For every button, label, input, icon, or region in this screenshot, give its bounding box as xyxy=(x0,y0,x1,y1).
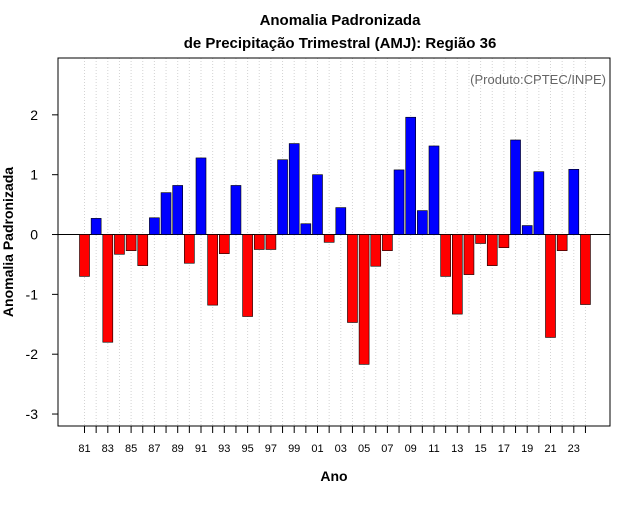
bar-1999 xyxy=(288,143,300,235)
x-tick-label: 13 xyxy=(451,443,463,455)
vertical-gridlines xyxy=(84,58,586,426)
x-tick-label: 91 xyxy=(195,443,207,455)
bar-1982 xyxy=(90,218,102,235)
x-tick-label: 21 xyxy=(544,443,556,455)
bars-group xyxy=(79,116,591,365)
bar-1981 xyxy=(79,234,90,277)
bar-2000 xyxy=(300,223,312,235)
bar-2018 xyxy=(510,139,521,235)
bar-2014 xyxy=(463,234,475,275)
bar-1997 xyxy=(265,234,277,250)
chart-title-line2: de Precipitação Trimestral (AMJ): Região… xyxy=(184,35,497,52)
y-tick-label: 1 xyxy=(30,167,38,183)
x-tick-label: 81 xyxy=(78,443,90,455)
bar-1992 xyxy=(207,234,218,306)
bar-2021 xyxy=(545,234,556,338)
bar-2011 xyxy=(428,145,440,235)
x-tick-label: 11 xyxy=(428,443,439,455)
bar-1991 xyxy=(195,157,207,235)
y-axis-label: Anomalia Padronizada xyxy=(0,167,16,317)
bar-2019 xyxy=(521,225,533,235)
x-tick-label: 93 xyxy=(218,443,230,455)
x-tick-label: 89 xyxy=(172,443,184,455)
bar-1984 xyxy=(114,234,125,255)
bar-1985 xyxy=(125,234,137,251)
bar-2013 xyxy=(451,234,463,315)
y-axis: -3 -2 -1 0 1 2 xyxy=(26,107,58,422)
bar-2022 xyxy=(556,234,568,251)
y-tick-label: 0 xyxy=(30,227,38,243)
credit-text: (Produto:CPTEC/INPE) xyxy=(470,72,606,87)
y-tick-label: 2 xyxy=(30,107,38,123)
bar-2024 xyxy=(580,234,591,305)
bar-2005 xyxy=(358,234,370,365)
bar-1983 xyxy=(102,234,114,343)
bar-1995 xyxy=(242,234,253,317)
x-tick-label: 23 xyxy=(568,443,580,455)
x-axis-label: Ano xyxy=(320,468,347,484)
y-tick-label: -2 xyxy=(26,346,39,362)
bar-2001 xyxy=(312,174,323,235)
bar-2012 xyxy=(440,234,451,277)
x-tick-label: 15 xyxy=(474,443,486,455)
chart-title-line1: Anomalia Padronizada xyxy=(260,12,422,29)
x-tick-label: 19 xyxy=(521,443,533,455)
x-tick-label: 07 xyxy=(381,443,393,455)
x-tick-label: 09 xyxy=(405,443,417,455)
x-tick-label: 97 xyxy=(265,443,277,455)
bar-2008 xyxy=(393,169,405,235)
bar-2015 xyxy=(475,234,486,244)
x-tick-label: 05 xyxy=(358,443,370,455)
bar-1986 xyxy=(137,234,149,266)
bar-1998 xyxy=(277,159,288,235)
bar-1987 xyxy=(149,217,160,235)
bar-2023 xyxy=(568,168,580,235)
x-tick-label: 87 xyxy=(148,443,160,455)
y-tick-label: -1 xyxy=(26,286,39,302)
bar-1996 xyxy=(253,234,265,250)
bar-2003 xyxy=(335,207,347,235)
bar-2004 xyxy=(347,234,358,323)
bar-2002 xyxy=(323,234,335,243)
bar-1994 xyxy=(230,185,242,235)
bar-2020 xyxy=(533,171,545,235)
x-tick-label: 83 xyxy=(102,443,114,455)
bar-1988 xyxy=(160,192,172,235)
bar-2007 xyxy=(382,234,393,251)
bar-2009 xyxy=(405,116,417,235)
bar-2017 xyxy=(498,234,510,248)
bar-2006 xyxy=(370,234,382,267)
x-tick-label: 99 xyxy=(288,443,300,455)
x-tick-label: 01 xyxy=(311,443,323,455)
bar-1989 xyxy=(172,185,183,235)
bar-1993 xyxy=(219,234,230,254)
plot-area-frame xyxy=(57,57,611,427)
y-tick-label: -3 xyxy=(26,406,39,422)
x-tick-label: 17 xyxy=(498,443,510,455)
bar-2010 xyxy=(417,210,428,235)
x-tick-label: 85 xyxy=(125,443,137,455)
x-tick-label: 95 xyxy=(241,443,253,455)
bar-1990 xyxy=(184,234,195,264)
x-axis: 81 83 85 87 89 91 93 95 97 99 01 03 05 07 09 11 13 15 17 19… xyxy=(78,426,586,455)
bar-2016 xyxy=(486,234,498,266)
x-tick-label: 03 xyxy=(335,443,347,455)
